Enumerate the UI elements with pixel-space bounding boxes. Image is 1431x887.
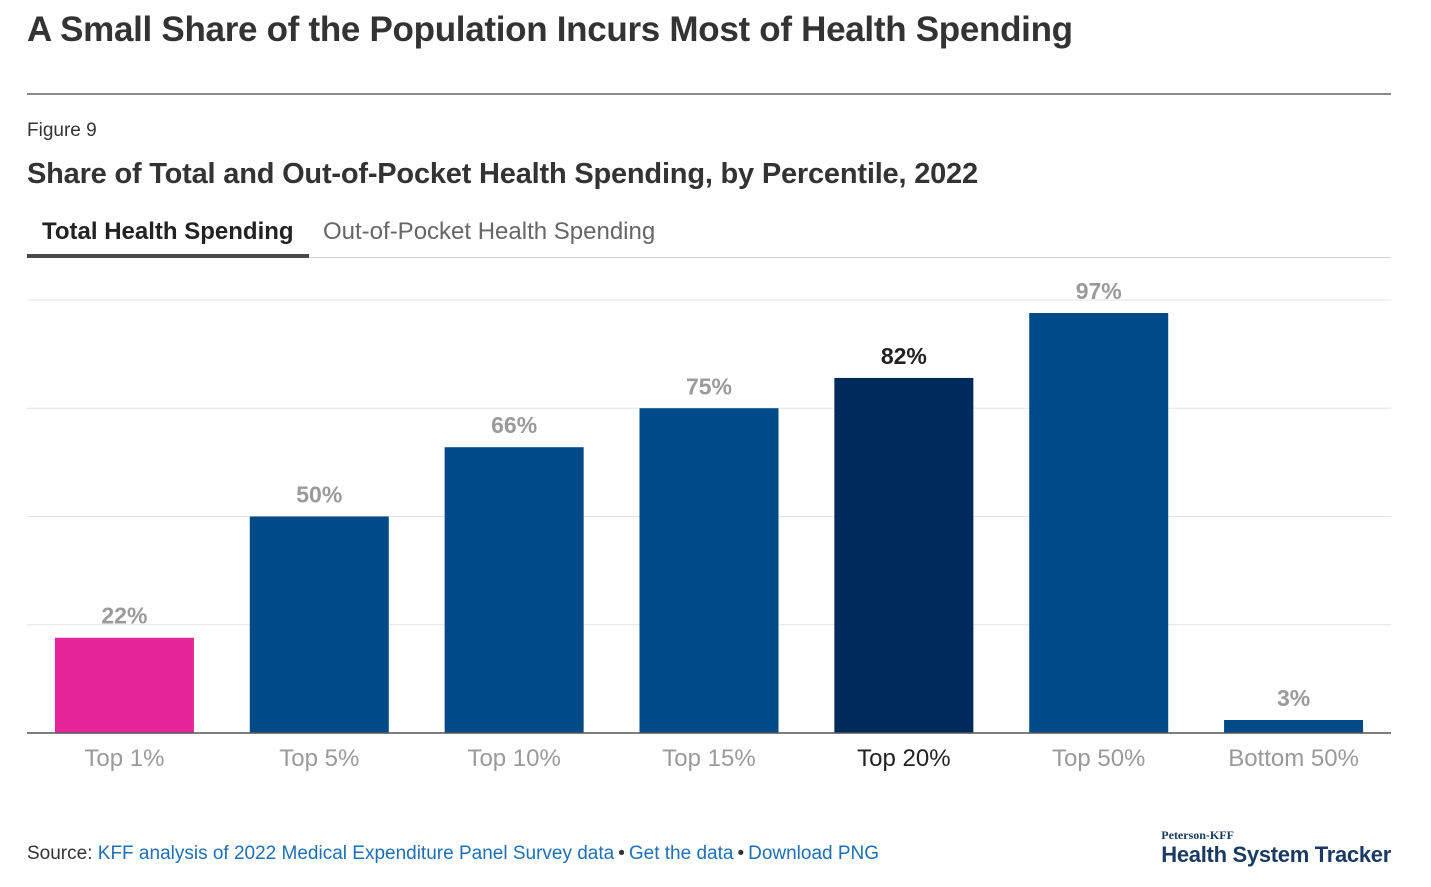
chart-tabs: Total Health Spending Out-of-Pocket Heal… <box>27 210 1391 258</box>
data-label: 82% <box>881 343 927 369</box>
tab-total-health-spending[interactable]: Total Health Spending <box>27 210 309 258</box>
data-label: 50% <box>296 482 342 508</box>
source-prefix: Source: <box>27 843 93 864</box>
separator: • <box>737 843 745 864</box>
download-png-link[interactable]: Download PNG <box>748 843 880 864</box>
bar <box>1224 720 1364 733</box>
tick-label: Top 15% <box>662 745 755 772</box>
bar <box>639 408 779 733</box>
data-label: 66% <box>491 412 537 438</box>
tick-label: Top 20% <box>857 745 950 772</box>
bar <box>834 377 974 733</box>
data-label: 97% <box>1076 278 1122 304</box>
tick-label: Top 50% <box>1052 745 1145 772</box>
get-data-link[interactable]: Get the data <box>628 843 734 864</box>
data-label: 75% <box>686 373 732 399</box>
bar <box>54 637 194 733</box>
source-link[interactable]: KFF analysis of 2022 Medical Expenditure… <box>97 843 615 864</box>
page-headline: A Small Share of the Population Incurs M… <box>27 10 1073 49</box>
figure-label: Figure 9 <box>27 120 97 141</box>
source-footer: Source: KFF analysis of 2022 Medical Exp… <box>27 843 879 865</box>
tick-label: Top 1% <box>84 745 164 772</box>
bar <box>1029 312 1169 733</box>
bar-chart: 22% Top 1% 50% Top 5% 66% Top 10% 75% Top 15% 82… <box>27 278 1391 772</box>
bar <box>249 516 389 733</box>
header-divider <box>27 93 1391 95</box>
data-label: 22% <box>101 603 147 629</box>
brand-title: Health System Tracker <box>1161 842 1391 867</box>
brand-subtitle: Peterson-KFF <box>1161 828 1234 842</box>
chart-title: Share of Total and Out-of-Pocket Health … <box>27 158 978 190</box>
tick-label: Top 5% <box>279 745 359 772</box>
data-label: 3% <box>1277 685 1310 711</box>
tick-label: Top 10% <box>467 745 560 772</box>
tab-out-of-pocket-health-spending[interactable]: Out-of-Pocket Health Spending <box>323 218 656 245</box>
bar <box>444 447 584 733</box>
tick-label: Bottom 50% <box>1228 745 1359 772</box>
separator: • <box>618 843 625 864</box>
brand-logo: Peterson-KFF Health System Tracker <box>1161 828 1391 868</box>
